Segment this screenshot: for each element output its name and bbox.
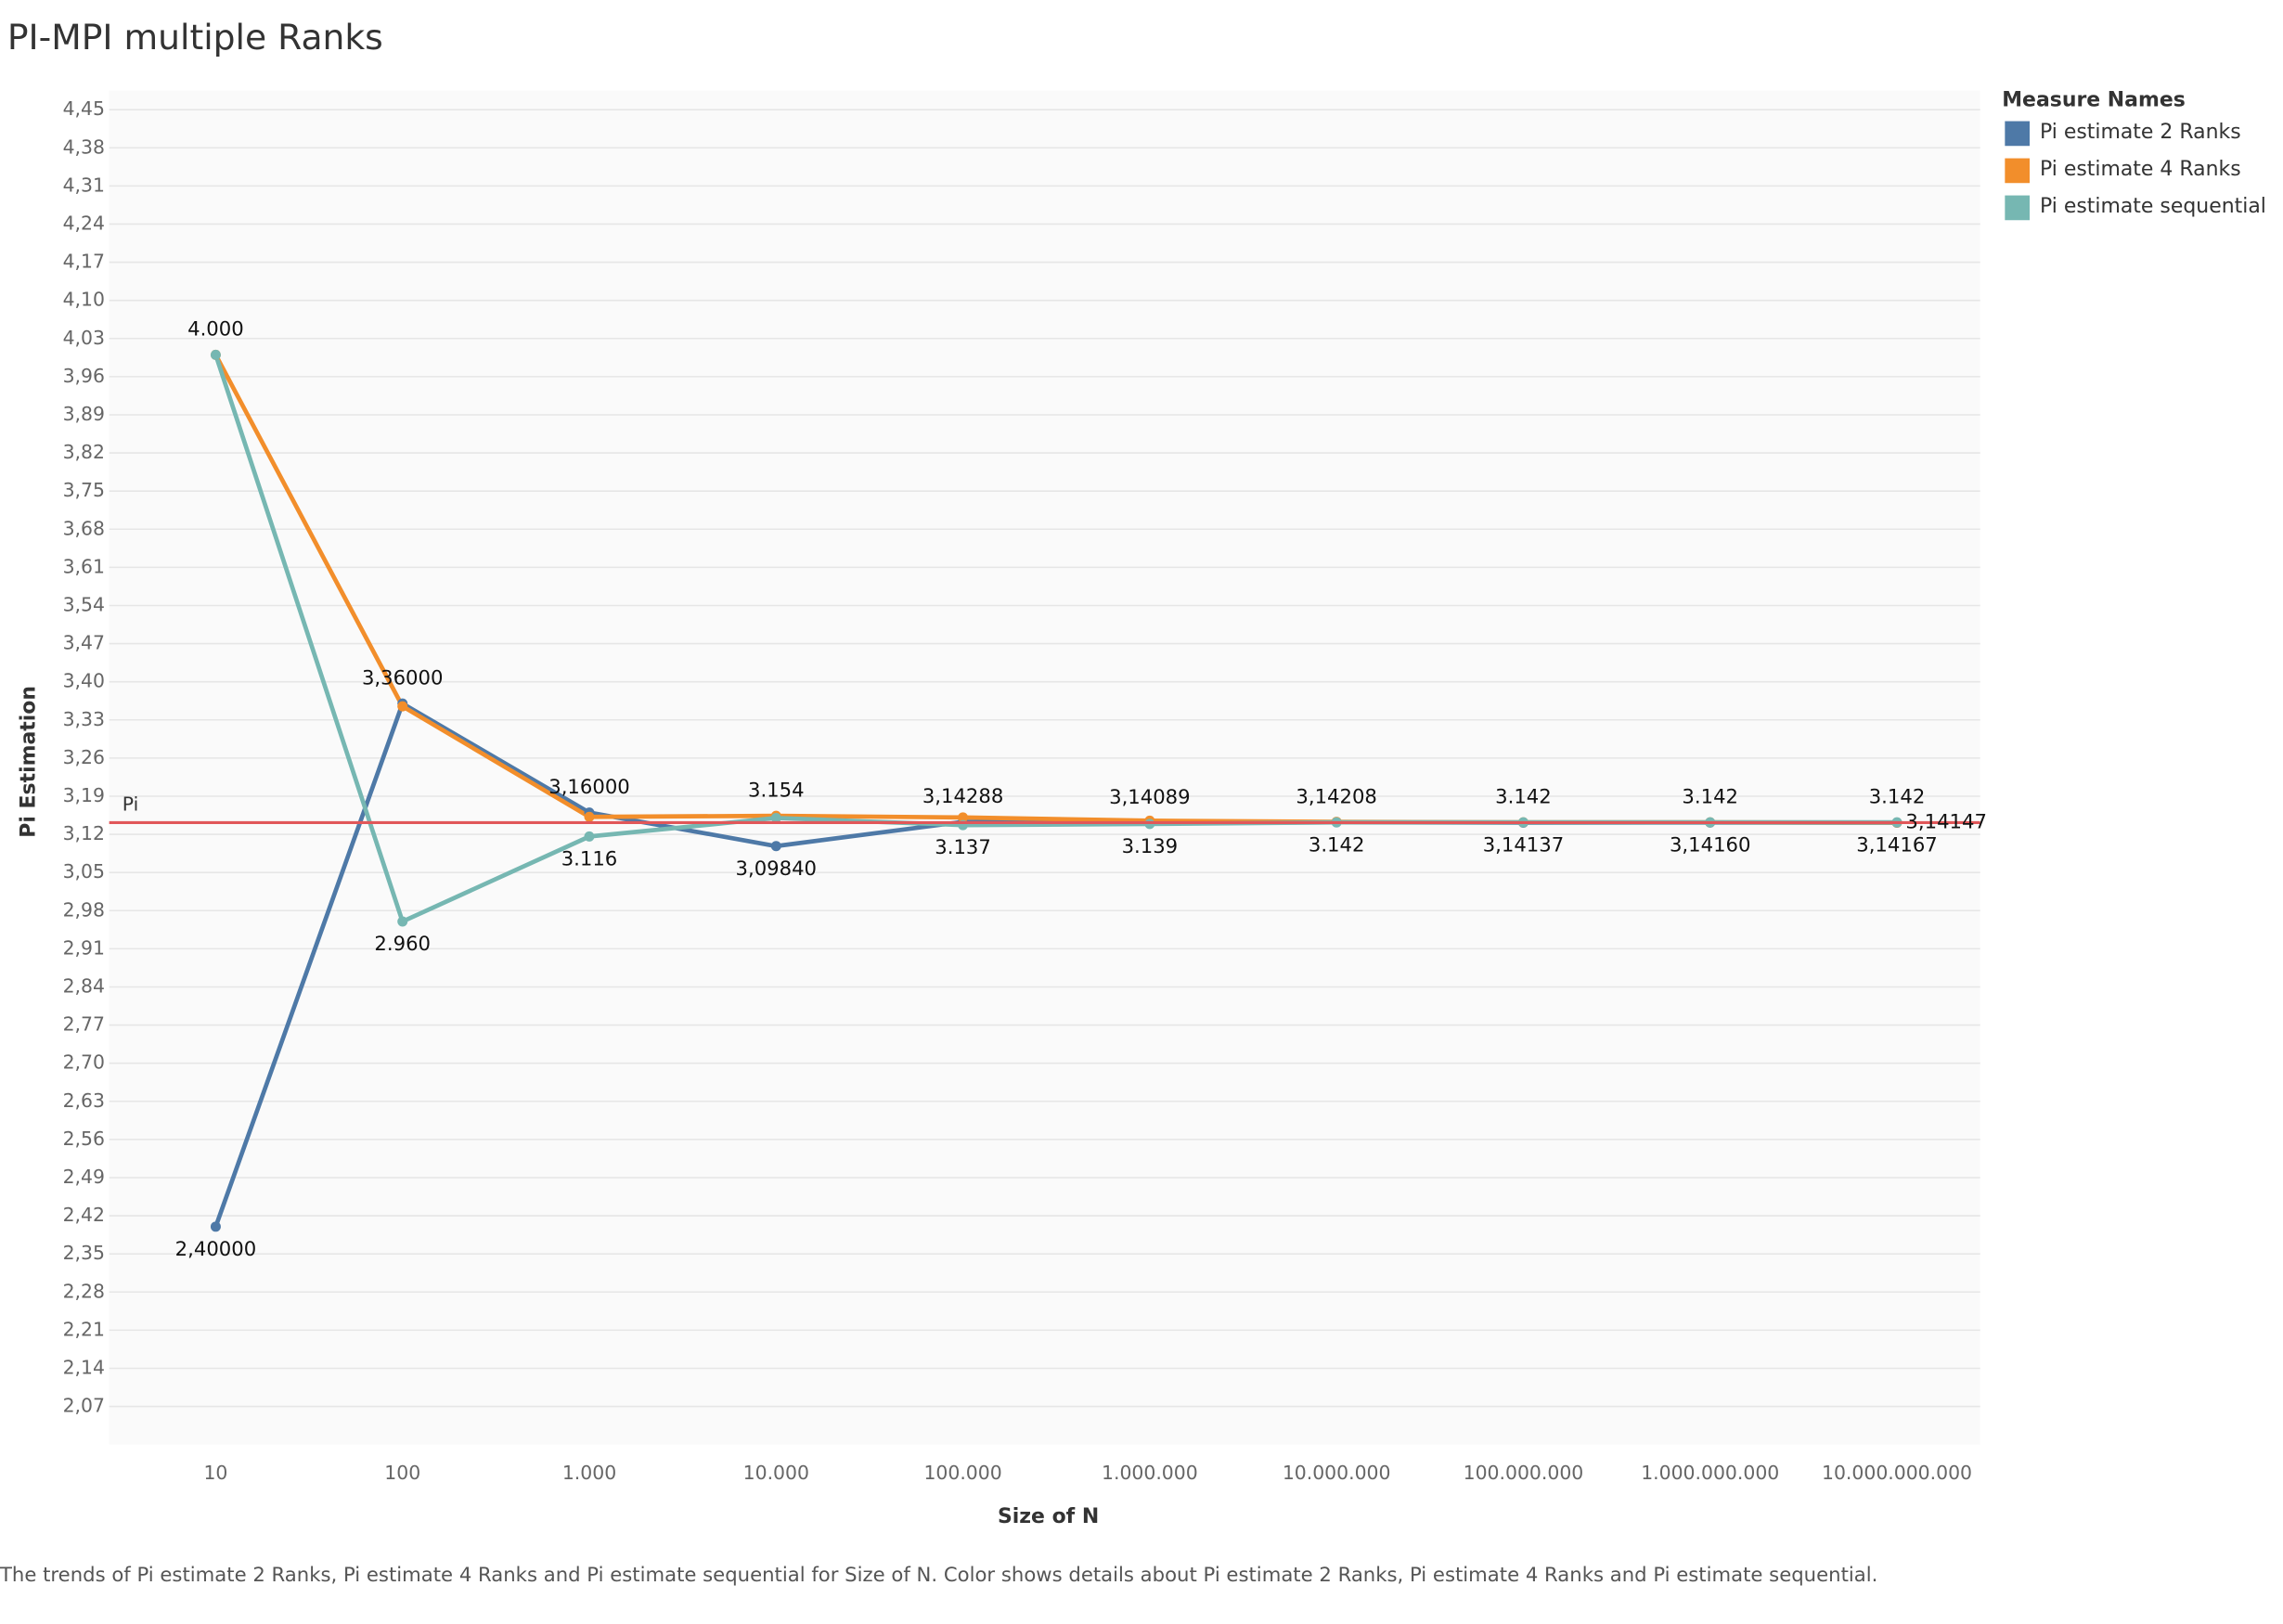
y-tick-label: 4,24 <box>63 212 105 234</box>
y-tick-label: 3,40 <box>63 670 105 692</box>
x-tick-label: 10 <box>203 1462 227 1484</box>
y-tick-label: 2,28 <box>63 1280 105 1302</box>
x-tick-label: 100.000.000 <box>1464 1462 1584 1484</box>
y-tick-label: 2,84 <box>63 974 105 997</box>
x-tick-label: 1.000.000 <box>1102 1462 1198 1484</box>
data-point <box>958 812 969 823</box>
y-tick-label: 2,49 <box>63 1166 105 1188</box>
x-tick-label: 1.000.000.000 <box>1641 1462 1779 1484</box>
y-tick-label: 4,10 <box>63 289 105 311</box>
legend-swatch <box>2005 158 2031 184</box>
y-tick-label: 2,14 <box>63 1356 105 1378</box>
value-label: 3,14288 <box>922 784 1004 807</box>
legend-label: Pi estimate sequential <box>2040 195 2266 218</box>
y-tick-label: 3,61 <box>63 555 105 577</box>
value-label: 3,36000 <box>362 665 444 689</box>
data-point <box>397 916 408 927</box>
y-tick-label: 3,12 <box>63 822 105 844</box>
y-tick-label: 4,31 <box>63 174 105 196</box>
x-tick-label: 10.000 <box>743 1462 809 1484</box>
y-tick-label: 3,68 <box>63 517 105 539</box>
data-point <box>210 1221 221 1232</box>
x-tick-label: 10.000.000 <box>1283 1462 1391 1484</box>
x-tick-label: 100.000 <box>923 1462 1001 1484</box>
value-label: 4.000 <box>187 317 244 341</box>
value-label: 3,14167 <box>1856 832 1938 856</box>
value-label: 3,14160 <box>1670 832 1751 856</box>
value-label: 3.142 <box>1869 784 1926 807</box>
x-axis-label: Size of N <box>998 1505 1099 1528</box>
legend-swatch <box>2005 195 2031 221</box>
legend-swatch <box>2005 121 2031 147</box>
y-tick-label: 2,07 <box>63 1395 105 1417</box>
value-label: 3,14089 <box>1109 785 1190 808</box>
y-tick-label: 2,42 <box>63 1204 105 1226</box>
value-label: 2,40000 <box>175 1237 257 1260</box>
reference-label: Pi <box>123 793 139 816</box>
data-point <box>584 811 595 822</box>
value-label: 3.116 <box>561 847 618 870</box>
caption: The trends of Pi estimate 2 Ranks, Pi es… <box>0 1564 1878 1588</box>
y-tick-label: 3,47 <box>63 632 105 654</box>
y-tick-label: 3,96 <box>63 365 105 387</box>
chart-title: PI-MPI multiple Ranks <box>7 17 383 58</box>
value-label: 3.137 <box>935 835 991 858</box>
y-tick-label: 4,03 <box>63 327 105 349</box>
y-tick-label: 2,91 <box>63 936 105 959</box>
data-point <box>210 349 221 360</box>
legend-label: Pi estimate 2 Ranks <box>2040 121 2241 144</box>
x-tick-label: 1.000 <box>562 1462 616 1484</box>
value-label: 3,09840 <box>736 857 818 880</box>
y-tick-label: 2,21 <box>63 1318 105 1340</box>
y-tick-label: 4,38 <box>63 135 105 158</box>
y-tick-label: 2,35 <box>63 1242 105 1264</box>
value-label: 3.142 <box>1309 832 1365 856</box>
data-point <box>584 831 595 842</box>
y-tick-label: 2,77 <box>63 1013 105 1036</box>
y-tick-label: 2,70 <box>63 1051 105 1074</box>
value-label: 3.142 <box>1495 784 1552 807</box>
y-tick-label: 3,82 <box>63 441 105 463</box>
value-label: 3,14137 <box>1483 833 1564 857</box>
y-tick-label: 3,89 <box>63 403 105 425</box>
legend-title: Measure Names <box>2002 89 2186 112</box>
plot-area <box>109 90 1980 1445</box>
value-label: 3.154 <box>748 778 805 801</box>
x-tick-label: 10.000.000.000 <box>1822 1462 1972 1484</box>
y-tick-label: 3,26 <box>63 746 105 768</box>
y-tick-label: 2,56 <box>63 1128 105 1150</box>
y-tick-label: 2,63 <box>63 1089 105 1112</box>
y-tick-label: 4,17 <box>63 251 105 273</box>
y-tick-label: 3,33 <box>63 708 105 730</box>
data-point <box>770 812 781 823</box>
y-axis-label: Pi Estimation <box>17 686 40 838</box>
y-tick-label: 3,05 <box>63 860 105 883</box>
x-tick-label: 100 <box>384 1462 420 1484</box>
y-tick-label: 2,98 <box>63 898 105 921</box>
data-point <box>397 701 408 712</box>
value-label: 3.139 <box>1122 834 1179 857</box>
data-point <box>770 841 781 852</box>
y-tick-label: 3,19 <box>63 784 105 806</box>
y-tick-label: 3,54 <box>63 593 105 615</box>
value-label: 3.142 <box>1682 784 1738 807</box>
value-label: 2.960 <box>374 932 431 955</box>
value-label: 3,14208 <box>1296 784 1377 807</box>
value-label: 3,16000 <box>548 775 630 798</box>
y-tick-label: 4,45 <box>63 97 105 120</box>
value-label: 3,14147 <box>1905 809 1987 832</box>
caption-box: The trends of Pi estimate 2 Ranks, Pi es… <box>0 1564 1878 1588</box>
legend-label: Pi estimate 4 Ranks <box>2040 158 2241 181</box>
y-tick-label: 3,75 <box>63 479 105 501</box>
